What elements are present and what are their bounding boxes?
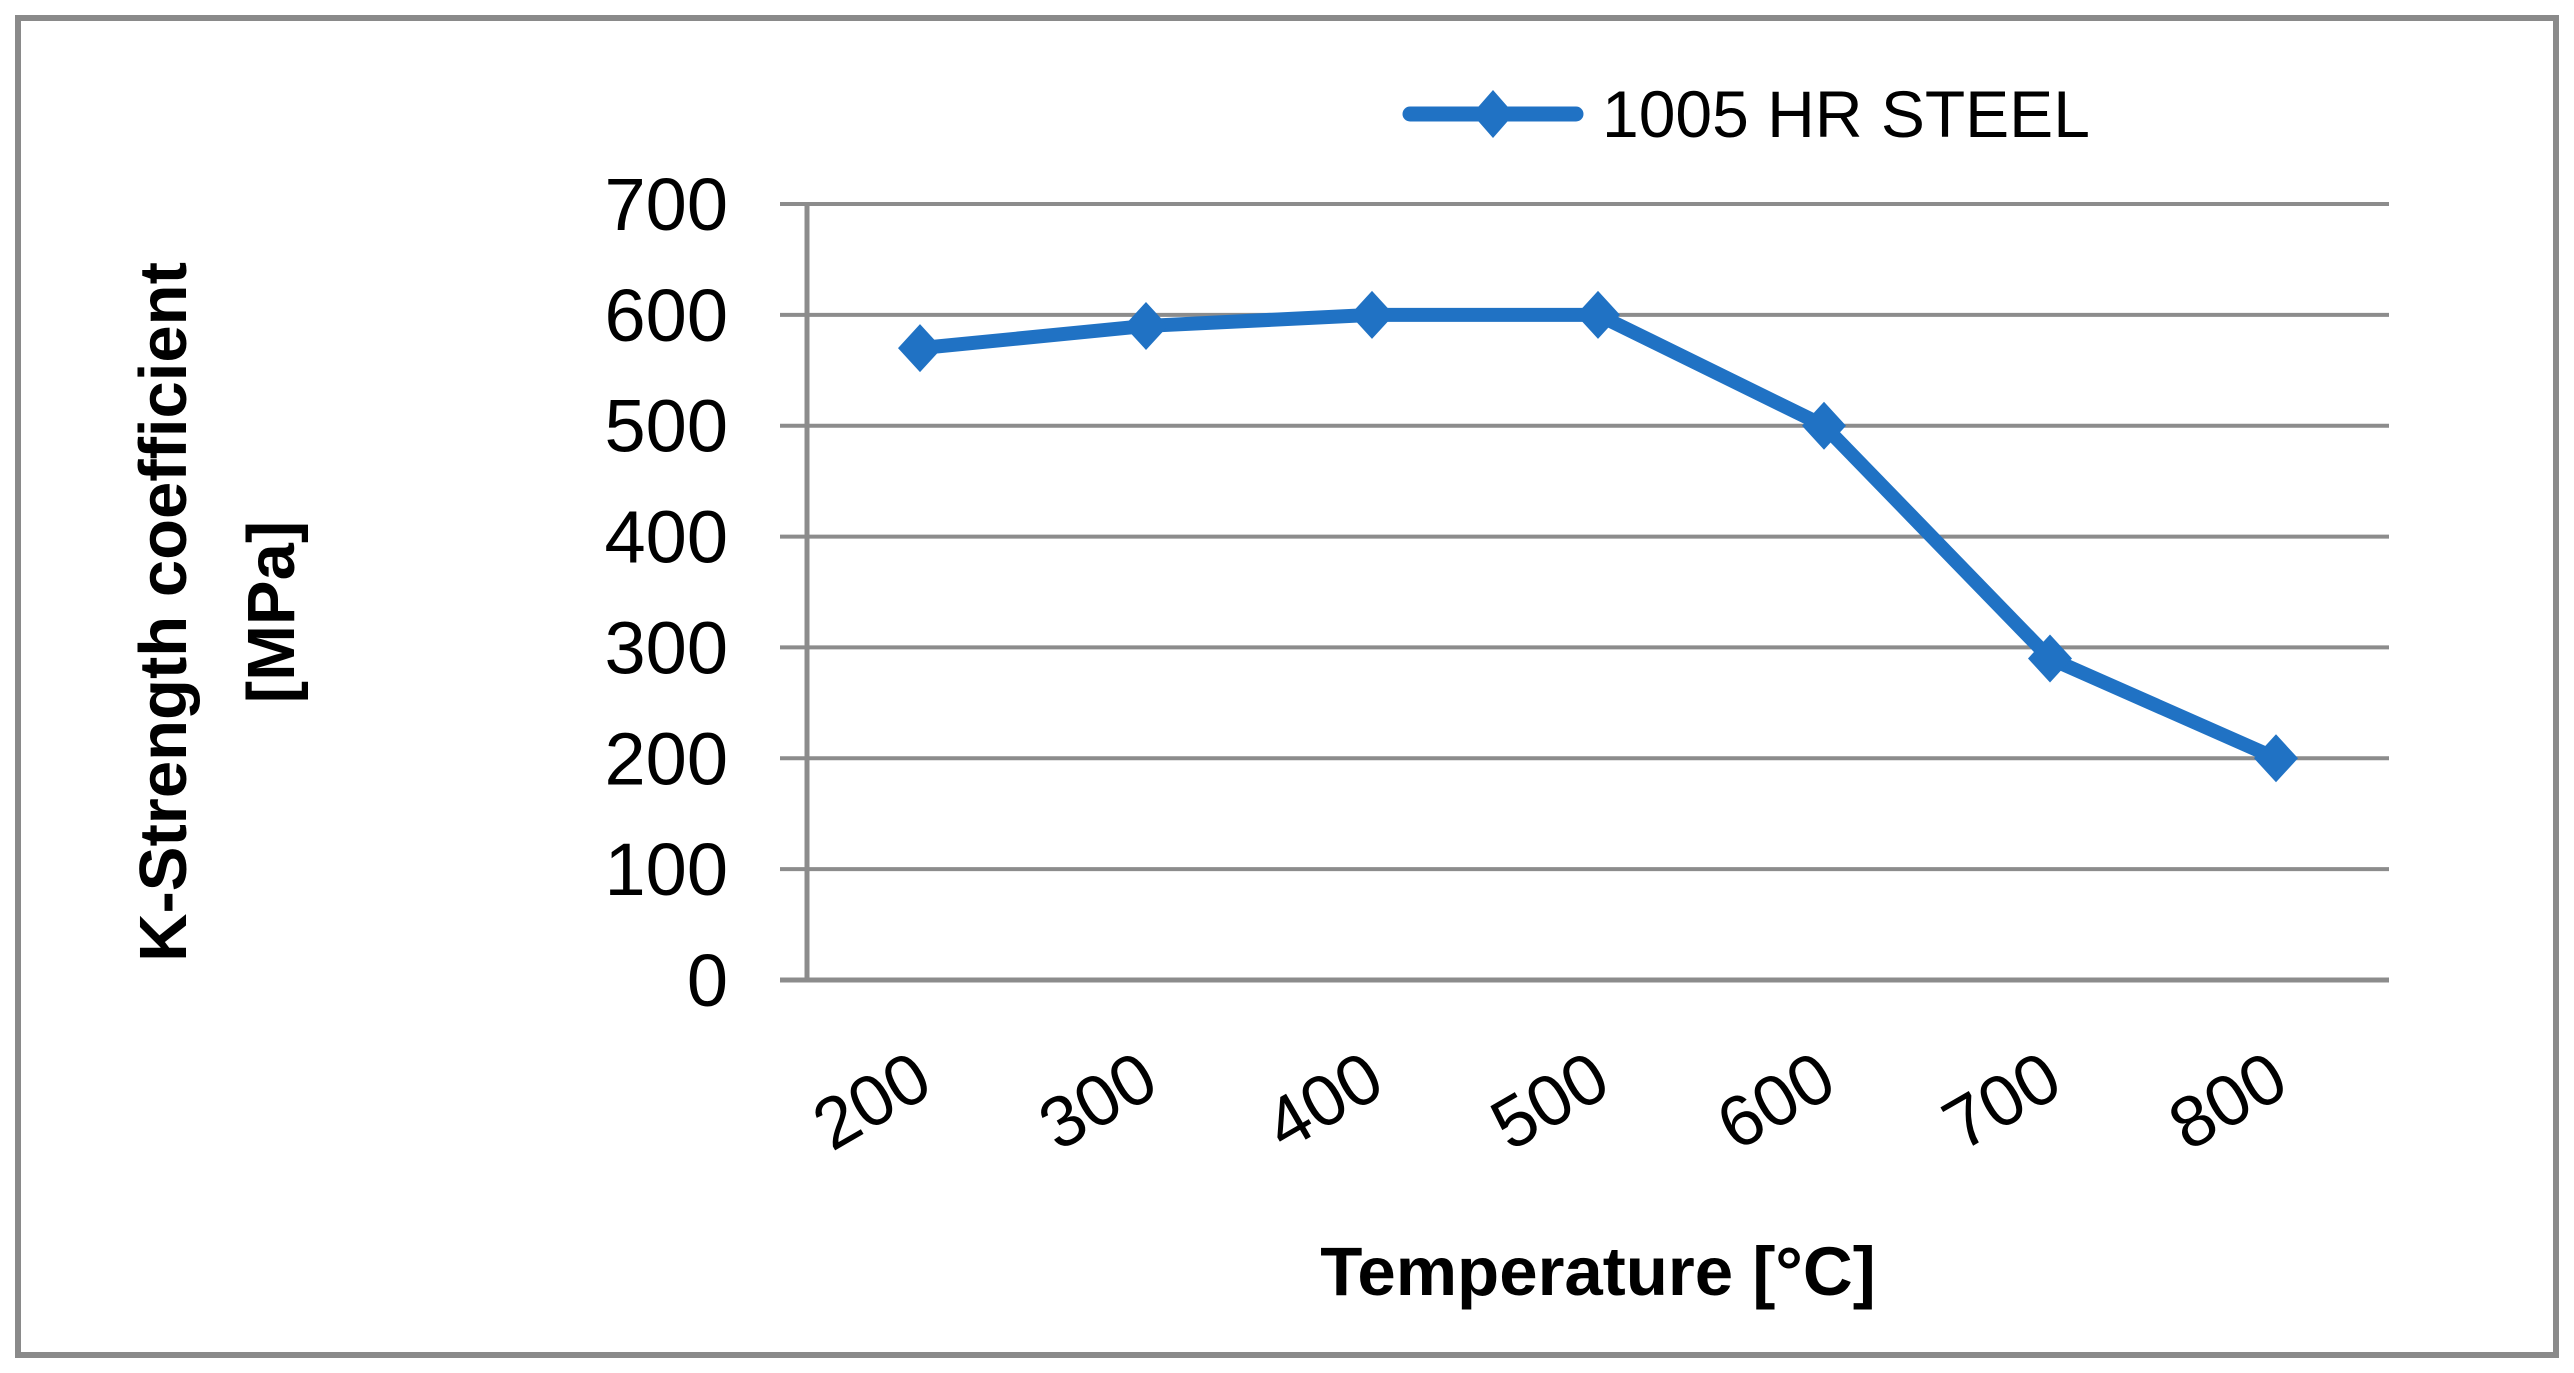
- y-tick-label-200: 200: [605, 717, 728, 800]
- y-tick-label-600: 600: [605, 274, 728, 357]
- data-point-marker-300: [1124, 301, 1168, 350]
- x-tick-label-600: 600: [1704, 1037, 1848, 1166]
- data-point-marker-200: [898, 324, 942, 373]
- y-axis-title: K-Strength coefficient [MPa]: [110, 262, 326, 962]
- x-tick-label-500: 500: [1478, 1037, 1622, 1166]
- y-tick-label-300: 300: [605, 606, 728, 689]
- x-axis-title: Temperature [°C]: [1320, 1233, 1876, 1310]
- x-tick-label-800: 800: [2156, 1037, 2300, 1166]
- legend-series-marker-icon: [1402, 90, 1584, 138]
- x-tick-label-700: 700: [1930, 1037, 2074, 1166]
- y-tick-label-500: 500: [605, 385, 728, 468]
- y-tick-label-0: 0: [687, 939, 728, 1022]
- x-tick-label-300: 300: [1026, 1037, 1170, 1166]
- data-point-marker-800: [2254, 734, 2298, 783]
- x-tick-label-400: 400: [1252, 1037, 1396, 1166]
- chart-border: [15, 15, 2559, 1358]
- y-axis-title-line1: K-Strength coefficient: [126, 262, 201, 962]
- y-tick-label-400: 400: [605, 496, 728, 579]
- data-point-marker-500: [1576, 290, 1620, 339]
- x-tick-label-200: 200: [800, 1037, 944, 1166]
- data-point-marker-400: [1350, 290, 1394, 339]
- data-point-marker-700: [2028, 634, 2072, 683]
- y-tick-label-700: 700: [605, 163, 728, 246]
- y-axis-title-line2: [MPa]: [234, 520, 309, 704]
- legend: 1005 HR STEEL: [1402, 76, 2090, 152]
- data-point-marker-600: [1802, 401, 1846, 450]
- y-tick-label-100: 100: [605, 828, 728, 911]
- legend-series-label: 1005 HR STEEL: [1602, 77, 2090, 151]
